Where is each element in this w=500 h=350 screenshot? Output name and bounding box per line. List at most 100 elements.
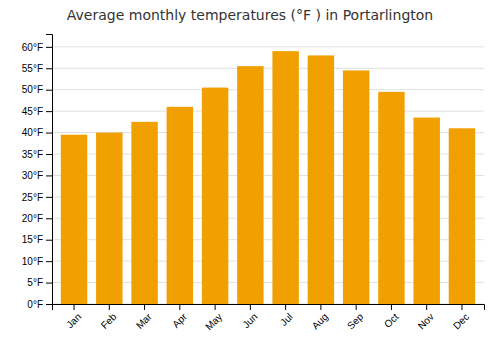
grid-line <box>52 68 484 69</box>
x-tick: Nov <box>416 304 436 331</box>
y-tick-mark <box>46 240 52 241</box>
y-tick-label: 55°F <box>22 63 43 74</box>
x-tick-label: Nov <box>416 311 436 331</box>
y-tick: 5°F <box>27 277 52 288</box>
bar <box>96 133 122 304</box>
y-tick-mark <box>46 68 52 69</box>
y-tick-mark <box>46 175 52 176</box>
x-tick: Mar <box>134 304 154 331</box>
y-tick-mark <box>46 47 52 48</box>
grid-line <box>52 46 484 47</box>
x-tick-mark <box>461 304 462 310</box>
plot: 0°F 5°F 10°F 15°F 20°F 25°F 30°F 35°F 40°F 45°F 50… <box>22 35 485 333</box>
x-tick: Sep <box>345 304 366 331</box>
x-tick-mark <box>74 304 75 310</box>
x-tick-mark <box>356 304 357 310</box>
y-tick-mark <box>46 261 52 262</box>
x-tick-label: Dec <box>451 311 471 331</box>
y-tick-label: 60°F <box>22 42 43 53</box>
x-tick-label: Oct <box>382 311 401 330</box>
y-tick-label: 50°F <box>22 84 43 95</box>
y-tick: 0°F <box>27 299 52 310</box>
x-tick-mark <box>320 304 321 310</box>
x-tick: Jun <box>240 304 259 330</box>
bar <box>413 118 439 304</box>
y-tick: 15°F <box>22 234 52 245</box>
bar <box>61 135 87 304</box>
x-tick-mark <box>250 304 251 310</box>
x-tick-mark <box>179 304 180 310</box>
bar <box>378 92 404 304</box>
y-tick: 20°F <box>22 213 52 224</box>
y-tick-label: 10°F <box>22 256 43 267</box>
y-tick-label: 35°F <box>22 149 43 160</box>
y-tick: 35°F <box>22 149 52 160</box>
y-tick: 45°F <box>22 106 52 117</box>
x-tick: Jul <box>278 304 295 328</box>
bar <box>131 122 157 304</box>
grid-line <box>52 89 484 90</box>
bar <box>167 107 193 304</box>
x-axis-line <box>53 305 485 311</box>
x-tick-mark <box>285 304 286 310</box>
x-tick-label: May <box>203 311 224 332</box>
bar <box>237 66 263 304</box>
x-tick-label: Jul <box>278 311 295 328</box>
grid <box>52 47 484 304</box>
y-tick-mark <box>46 90 52 91</box>
x-tick-mark <box>215 304 216 310</box>
y-tick-mark <box>46 133 52 134</box>
x-tick-label: Feb <box>99 311 119 331</box>
x-tick-mark <box>109 304 110 310</box>
y-tick: 50°F <box>22 84 52 95</box>
y-tick-mark <box>46 304 52 305</box>
x-tick-label: Jun <box>240 311 259 330</box>
y-tick-label: 25°F <box>22 192 43 203</box>
chart: 0°F 5°F 10°F 15°F 20°F 25°F 30°F 35°F 40°F 45°F 50… <box>0 0 500 350</box>
bar <box>272 51 298 304</box>
grid-line <box>52 111 484 112</box>
x-tick: Aug <box>310 304 330 331</box>
y-tick: 30°F <box>22 170 52 181</box>
y-tick-label: 20°F <box>22 213 43 224</box>
x-tick: Feb <box>99 304 119 331</box>
bar <box>308 55 334 304</box>
x-tick-label: Sep <box>345 311 366 332</box>
x-tick-label: Apr <box>170 311 189 330</box>
y-tick: 25°F <box>22 192 52 203</box>
title: Average monthly temperatures (°F ) in Po… <box>67 7 433 23</box>
y-axis-line <box>46 35 53 305</box>
bar <box>343 70 369 304</box>
y-tick: 10°F <box>22 256 52 267</box>
x-tick-mark <box>144 304 145 310</box>
y-tick-label: 15°F <box>22 234 43 245</box>
y-tick-label: 5°F <box>27 277 43 288</box>
x-tick: May <box>203 304 224 332</box>
y-tick-label: 0°F <box>27 299 43 310</box>
x-tick-label: Aug <box>310 311 330 331</box>
bars <box>61 51 475 304</box>
x-tick: Jan <box>64 304 83 330</box>
x-tick: Dec <box>451 304 471 331</box>
y-tick: 55°F <box>22 63 52 74</box>
x-axis: Jan Feb Mar Apr May Jun Jul Aug Sep Oct Nov Dec <box>53 304 485 332</box>
x-tick-mark <box>426 304 427 310</box>
y-tick-label: 40°F <box>22 127 43 138</box>
y-tick-mark <box>46 218 52 219</box>
y-tick-mark <box>46 111 52 112</box>
y-tick-label: 45°F <box>22 106 43 117</box>
bar <box>449 128 475 304</box>
x-tick: Oct <box>382 304 401 330</box>
y-axis: 0°F 5°F 10°F 15°F 20°F 25°F 30°F 35°F 40°F 45°F 50… <box>22 35 53 310</box>
bar <box>202 88 228 304</box>
x-tick: Apr <box>170 304 189 330</box>
y-tick: 40°F <box>22 127 52 138</box>
x-tick-mark <box>391 304 392 310</box>
y-tick-mark <box>46 283 52 284</box>
y-tick: 60°F <box>22 42 52 53</box>
x-tick-label: Jan <box>64 311 83 330</box>
x-tick-label: Mar <box>134 311 154 331</box>
y-tick-mark <box>46 154 52 155</box>
y-tick-mark <box>46 197 52 198</box>
y-tick-label: 30°F <box>22 170 43 181</box>
